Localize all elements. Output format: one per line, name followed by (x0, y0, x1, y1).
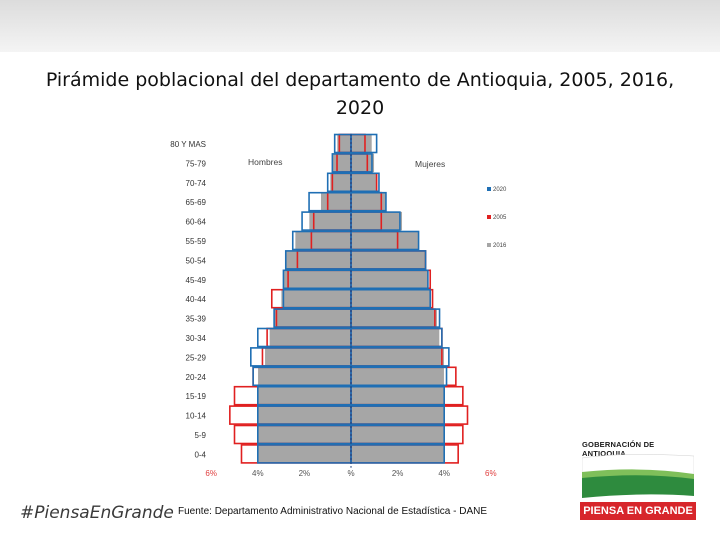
age-group-label: 0-4 (194, 450, 206, 459)
gobernacion-logo: GOBERNACIÓN DE ANTIOQUIA (582, 440, 694, 500)
side-label-women: Mujeres (415, 159, 445, 169)
bar-men-2016 (308, 211, 352, 231)
side-label-men: Hombres (248, 157, 282, 167)
age-group-label: 15-19 (186, 392, 207, 401)
bar-women-2016 (350, 153, 375, 173)
bar-women-2020 (350, 347, 450, 367)
bar-men-2016 (257, 385, 352, 406)
x-tick-label: 4% (252, 469, 264, 478)
bar-men-2016 (332, 153, 352, 173)
bar-women-2020 (350, 211, 401, 231)
bar-women-2016 (350, 424, 445, 445)
bar-men-2016 (264, 347, 352, 367)
logo-text: GOBERNACIÓN DE ANTIOQUIA (582, 440, 655, 458)
bar-women-2016 (350, 133, 373, 154)
bar-women-2020 (350, 191, 387, 212)
x-tick-label: 2% (299, 469, 311, 478)
bar-women-2020 (350, 444, 445, 464)
legend-label-2005: 2005 (493, 215, 507, 221)
bar-women-2016 (350, 327, 440, 348)
population-pyramid-chart: 80 Y MAS 75-79 70-74 65-69 60-64 55-59 50-54 45… (170, 133, 520, 478)
piensa-en-grande-badge: PIENSA EN GRANDE (580, 502, 696, 520)
bar-men-2016 (320, 191, 352, 212)
bar-women-2016 (350, 172, 377, 193)
bar-men-2016 (280, 288, 352, 309)
bar-men-2016 (294, 230, 352, 251)
age-group-label: 20-24 (186, 373, 207, 382)
bar-women-2016 (350, 444, 445, 464)
age-group-label: 55-59 (186, 237, 207, 246)
header-band (0, 0, 720, 52)
bar-women-2020 (350, 327, 443, 348)
hashtag-text: #PiensaEnGrande (20, 503, 174, 523)
legend-label-2020: 2020 (493, 187, 507, 193)
age-group-label: 25-29 (186, 353, 207, 362)
bar-women-2020 (350, 366, 448, 387)
age-group-label: 70-74 (186, 179, 207, 188)
x-tick-label: 2% (392, 469, 404, 478)
bar-men-2016 (257, 444, 352, 464)
bar-men-2016 (269, 327, 352, 348)
age-group-label: 10-14 (186, 412, 207, 421)
bar-women-2016 (350, 347, 445, 367)
bar-men-2016 (329, 172, 352, 193)
age-group-label: 65-69 (186, 198, 207, 207)
x-tick-label: 6% (205, 469, 217, 478)
bar-women-2016 (350, 385, 445, 406)
bar-men-2016 (273, 308, 352, 328)
x-tick-label: 4% (438, 469, 450, 478)
age-group-label: 60-64 (186, 218, 207, 227)
bar-men-2016 (283, 269, 352, 290)
legend-label-2016: 2016 (493, 243, 507, 249)
bar-women-2016 (350, 230, 419, 251)
slide-title: Pirámide poblacional del departamento de… (45, 69, 675, 119)
age-group-label: 80 Y MAS (170, 140, 206, 149)
x-tick-label: % (347, 469, 354, 478)
age-group-label: 40-44 (186, 295, 207, 304)
bar-women-2016 (350, 288, 431, 309)
age-group-label: 35-39 (186, 315, 207, 324)
legend-swatch-2020 (487, 187, 491, 191)
legend-swatch-2005 (487, 215, 491, 219)
age-group-label: 45-49 (186, 276, 207, 285)
bar-women-2016 (350, 211, 403, 231)
bar-women-2020 (350, 230, 420, 251)
source-note: Fuente: Departamento Administrativo Naci… (178, 506, 488, 517)
age-group-label: 30-34 (186, 334, 207, 343)
age-group-label: 50-54 (186, 256, 207, 265)
bar-women-2016 (350, 366, 445, 387)
bar-women-2016 (350, 308, 438, 328)
bar-men-2016 (257, 366, 352, 387)
bar-women-2016 (350, 405, 445, 425)
x-tick-label: 6% (485, 469, 497, 478)
legend-swatch-2016 (487, 243, 491, 247)
bar-women-2016 (350, 269, 429, 290)
bar-men-2016 (285, 250, 352, 270)
flag-graphic (582, 454, 694, 498)
bar-men-2016 (257, 405, 352, 425)
bar-women-2016 (350, 250, 426, 270)
age-group-label: 5-9 (194, 431, 206, 440)
age-group-label: 75-79 (186, 159, 207, 168)
bar-men-2016 (257, 424, 352, 445)
